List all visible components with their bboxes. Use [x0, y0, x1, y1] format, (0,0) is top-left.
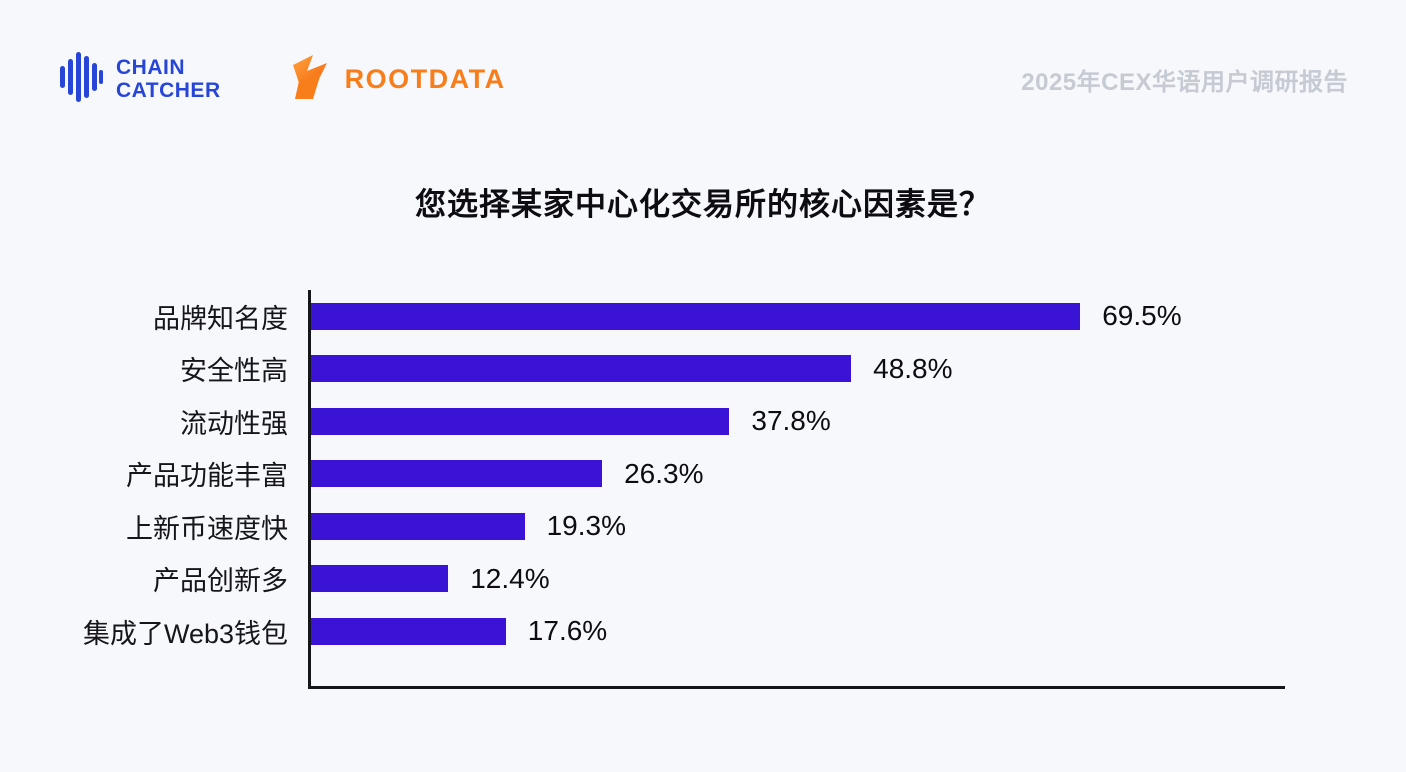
- bar: [311, 407, 730, 435]
- rootdata-icon: [287, 55, 335, 104]
- bar: [311, 565, 449, 593]
- bar: [311, 355, 852, 383]
- rootdata-wordmark: ROOTDATA: [344, 64, 506, 94]
- value-label: 19.3%: [546, 510, 627, 542]
- chaincatcher-wordmark: CHAIN CATCHER: [116, 55, 221, 102]
- category-label: 产品创新多: [153, 566, 288, 597]
- bar: [311, 617, 506, 645]
- value-label: 48.8%: [873, 352, 953, 384]
- logo-group: CHAIN CATCHER: [58, 52, 506, 107]
- value-label: 12.4%: [470, 562, 550, 594]
- category-label: 上新币速度快: [126, 513, 288, 544]
- plot-area: 69.5% 48.8% 37.8% 26.3% 19.3% 12.4% 17.6%: [308, 290, 1285, 689]
- chaincatcher-icon: [58, 52, 104, 107]
- chart-title: 您选择某家中心化交易所的核心因素是？: [415, 187, 991, 222]
- chart-row: 37.8%: [311, 395, 1285, 448]
- bar: [311, 460, 603, 488]
- value-label: 69.5%: [1102, 300, 1182, 332]
- chart-row: 19.3%: [311, 500, 1285, 553]
- value-label: 26.3%: [624, 457, 704, 489]
- chart-row: 12.4%: [311, 553, 1285, 606]
- chaincatcher-line2: CATCHER: [116, 78, 221, 102]
- category-label: 品牌知名度: [153, 303, 288, 334]
- bar: [311, 302, 1081, 330]
- category-labels: 品牌知名度安全性高流动性强产品功能丰富 上新币速度快产品创新多集成了Web3钱包: [40, 290, 308, 689]
- chart-row: 48.8%: [311, 343, 1285, 396]
- category-label: 流动性强: [180, 408, 288, 439]
- rootdata-logo: ROOTDATA: [287, 55, 506, 104]
- page-header: CHAIN CATCHER: [0, 0, 1406, 107]
- bar: [311, 512, 525, 540]
- chart-row: 17.6%: [311, 605, 1285, 658]
- value-label: 17.6%: [527, 615, 608, 647]
- category-label: 集成了Web3钱包: [82, 618, 288, 649]
- chaincatcher-logo: CHAIN CATCHER: [58, 52, 221, 107]
- chart-row: 26.3%: [311, 448, 1285, 501]
- report-subtitle: 2025年CEX华语用户调研报告: [1021, 69, 1348, 96]
- bar-chart: 品牌知名度 安全性高 流动性强 产品功能丰富 上新币速度快 产品创新多 集成了Web3钱包 …: [40, 290, 1285, 689]
- category-label: 安全性高: [180, 356, 288, 387]
- value-label: 37.8%: [751, 405, 831, 437]
- chart-row: 69.5%: [311, 290, 1285, 343]
- category-label: 产品功能丰富: [126, 461, 288, 492]
- chaincatcher-line1: CHAIN: [116, 55, 185, 79]
